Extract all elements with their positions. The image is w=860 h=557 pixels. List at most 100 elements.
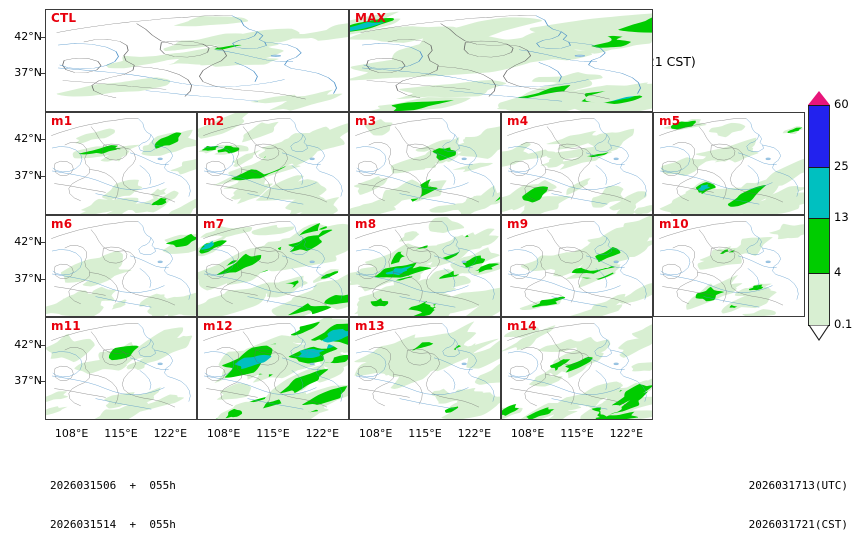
province-boundaries bbox=[659, 117, 784, 203]
colorbar-legend bbox=[807, 91, 831, 342]
y-axis-label: 42°N bbox=[14, 337, 42, 351]
precipitation-field bbox=[519, 215, 652, 317]
panel-label-m7: m7 bbox=[203, 216, 225, 231]
precipitation-field bbox=[198, 112, 348, 214]
map-canvas bbox=[350, 113, 500, 214]
panel-label-m12: m12 bbox=[203, 319, 233, 334]
coastline-and-rivers bbox=[203, 118, 343, 205]
panel-label-m1: m1 bbox=[51, 113, 73, 128]
coastline-and-rivers bbox=[507, 118, 647, 205]
precipitation-field bbox=[198, 222, 348, 317]
coastline-and-rivers bbox=[361, 15, 641, 102]
map-panel-ctl[interactable]: CTL bbox=[45, 9, 349, 112]
colorbar-tick-label: 13 bbox=[834, 210, 849, 224]
map-panel-m8[interactable]: m8 bbox=[349, 214, 501, 318]
province-boundaries bbox=[203, 117, 328, 203]
province-boundaries bbox=[355, 220, 480, 305]
coastline-and-rivers bbox=[355, 220, 495, 307]
coastline-and-rivers bbox=[57, 15, 337, 102]
map-panel-m13[interactable]: m13 bbox=[349, 317, 501, 420]
x-axis-label: 115°E bbox=[104, 427, 138, 440]
map-panel-m10[interactable]: m10 bbox=[653, 214, 805, 318]
colorbar-divider bbox=[808, 167, 830, 168]
x-axis-label: 115°E bbox=[408, 427, 442, 440]
map-canvas bbox=[46, 10, 348, 111]
coastline-and-rivers bbox=[355, 323, 495, 410]
panel-label-m14: m14 bbox=[507, 319, 537, 334]
x-axis-label: 108°E bbox=[206, 427, 241, 440]
map-panel-m1[interactable]: m1 bbox=[45, 111, 197, 215]
province-boundaries bbox=[507, 220, 632, 305]
y-axis-label: 37°N bbox=[14, 168, 42, 182]
footer-right-line2: 2026031721(CST) bbox=[748, 518, 848, 531]
map-canvas bbox=[46, 318, 196, 419]
colorbar-band-4-13 bbox=[808, 218, 830, 273]
map-canvas bbox=[502, 113, 652, 214]
y-axis-tick bbox=[39, 381, 45, 383]
map-panel-max[interactable]: MAX bbox=[349, 9, 653, 112]
y-axis-tick bbox=[39, 175, 45, 177]
colorbar-divider bbox=[808, 218, 830, 219]
footer-left-line1: 2026031506 + 055h bbox=[50, 479, 176, 492]
province-boundaries bbox=[203, 323, 328, 408]
province-boundaries bbox=[51, 323, 176, 408]
footer-right-line1: 2026031713(UTC) bbox=[748, 479, 848, 492]
map-canvas bbox=[198, 318, 348, 419]
x-axis-label: 122°E bbox=[153, 427, 188, 440]
colorbar-divider bbox=[808, 273, 830, 274]
map-panel-m5[interactable]: m5 bbox=[653, 111, 805, 215]
colorbar-band-25-60 bbox=[808, 105, 830, 167]
map-panel-m7[interactable]: m7 bbox=[197, 214, 349, 318]
y-axis-label: 42°N bbox=[14, 132, 42, 146]
precipitation-field bbox=[502, 128, 652, 214]
colorbar-divider bbox=[808, 105, 830, 106]
figure-root: NorthChina rain6 (2026031715-2026031721 … bbox=[14, 9, 853, 531]
map-canvas bbox=[350, 318, 500, 419]
colorbar-tick-label: 60 bbox=[834, 97, 849, 111]
map-panel-m2[interactable]: m2 bbox=[197, 111, 349, 215]
x-axis-label: 108°E bbox=[510, 427, 545, 440]
y-axis-label: 42°N bbox=[14, 235, 42, 249]
x-axis-label: 108°E bbox=[358, 427, 393, 440]
province-boundaries bbox=[507, 323, 632, 408]
precipitation-field bbox=[56, 16, 348, 111]
map-panel-m14[interactable]: m14 bbox=[501, 317, 653, 420]
precipitation-field bbox=[350, 216, 500, 317]
precipitation-field bbox=[350, 118, 500, 214]
map-panel-m11[interactable]: m11 bbox=[45, 317, 197, 420]
map-canvas bbox=[350, 216, 500, 317]
precipitation-field bbox=[354, 321, 500, 419]
map-panel-m6[interactable]: m6 bbox=[45, 214, 197, 318]
footer-right: 2026031713(UTC) 2026031721(CST) bbox=[749, 453, 848, 557]
map-panel-m9[interactable]: m9 bbox=[501, 214, 653, 318]
map-panel-m4[interactable]: m4 bbox=[501, 111, 653, 215]
map-panel-m12[interactable]: m12 bbox=[197, 317, 349, 420]
x-axis-label: 122°E bbox=[609, 427, 644, 440]
province-boundaries bbox=[355, 323, 480, 408]
precipitation-field bbox=[659, 118, 804, 214]
map-canvas bbox=[654, 113, 804, 214]
precipitation-field bbox=[502, 324, 652, 419]
coastline-and-rivers bbox=[203, 220, 343, 307]
coastline-and-rivers bbox=[659, 220, 799, 307]
coastline-and-rivers bbox=[203, 323, 343, 410]
y-axis-label: 42°N bbox=[14, 29, 42, 43]
panel-grid: CTL MAX m1 m2 m3 m4 m5 m6 m7 m8 m9 m10 m11 m12 m13 m14 bbox=[45, 9, 805, 420]
colorbar-tick-label: 4 bbox=[834, 265, 842, 279]
precipitation-field bbox=[46, 233, 196, 317]
panel-label-ctl: CTL bbox=[51, 11, 77, 25]
panel-label-m13: m13 bbox=[355, 319, 385, 334]
map-canvas bbox=[46, 113, 196, 214]
map-panel-m3[interactable]: m3 bbox=[349, 111, 501, 215]
coastline-and-rivers bbox=[355, 118, 495, 205]
map-canvas bbox=[198, 216, 348, 317]
panel-label-m6: m6 bbox=[51, 216, 73, 231]
province-boundaries bbox=[659, 220, 784, 305]
province-boundaries bbox=[51, 117, 176, 203]
y-axis-tick bbox=[39, 242, 45, 244]
map-canvas bbox=[502, 318, 652, 419]
footer-left: 2026031506 + 055h 2026031514 + 055h bbox=[50, 453, 176, 557]
colorbar-over-arrow bbox=[808, 91, 830, 105]
colorbar-tick-label: 0.1 bbox=[834, 317, 853, 331]
coastline-and-rivers bbox=[507, 220, 647, 307]
